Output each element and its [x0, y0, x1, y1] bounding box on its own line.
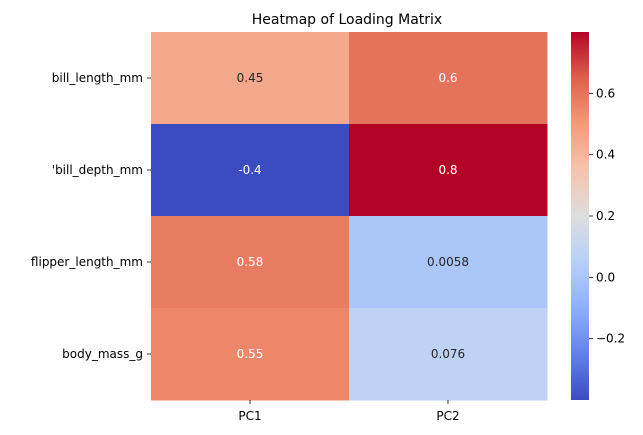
colorbar-tick-label: 0.0: [596, 270, 615, 284]
cell-value-label: 0.076: [431, 347, 465, 361]
column-tick-label: PC1: [238, 409, 261, 423]
row-tick-labels: bill_length_mm 'bill_depth_mm flipper_leng…: [31, 71, 151, 361]
colorbar-ticks: −0.2 0.0 0.2 0.4 0.6: [589, 86, 625, 346]
row-tick-label: 'bill_depth_mm: [52, 163, 143, 177]
heatmap-cell: [349, 216, 548, 309]
heatmap-cell: [151, 32, 350, 125]
heatmap-cell: [349, 308, 548, 401]
colorbar: [571, 32, 589, 400]
colorbar-tick-label: −0.2: [596, 332, 625, 346]
colorbar-tick-label: 0.2: [596, 209, 615, 223]
heatmap-cells: [151, 32, 548, 401]
heatmap-cell-labels: 0.45 0.6 -0.4 0.8 0.58 0.0058 0.55 0.076: [237, 71, 469, 361]
column-tick-labels: PC1 PC2: [238, 400, 460, 423]
column-tick-label: PC2: [436, 409, 459, 423]
heatmap-cell: [151, 124, 350, 217]
cell-value-label: 0.55: [237, 347, 264, 361]
chart-title: Heatmap of Loading Matrix: [252, 12, 442, 28]
row-tick-label: bill_length_mm: [52, 71, 143, 85]
cell-value-label: 0.45: [237, 71, 264, 85]
heatmap-cell: [151, 216, 350, 309]
cell-value-label: 0.0058: [427, 255, 469, 269]
cell-value-label: -0.4: [238, 163, 261, 177]
heatmap-cell: [349, 32, 548, 125]
heatmap-cell: [151, 308, 350, 401]
cell-value-label: 0.6: [438, 71, 457, 85]
cell-value-label: 0.8: [438, 163, 457, 177]
row-tick-label: body_mass_g: [62, 347, 143, 361]
row-tick-label: flipper_length_mm: [31, 255, 143, 269]
colorbar-tick-label: 0.4: [596, 148, 615, 162]
colorbar-tick-label: 0.6: [596, 86, 615, 100]
cell-value-label: 0.58: [237, 255, 264, 269]
heatmap-cell: [349, 124, 548, 217]
